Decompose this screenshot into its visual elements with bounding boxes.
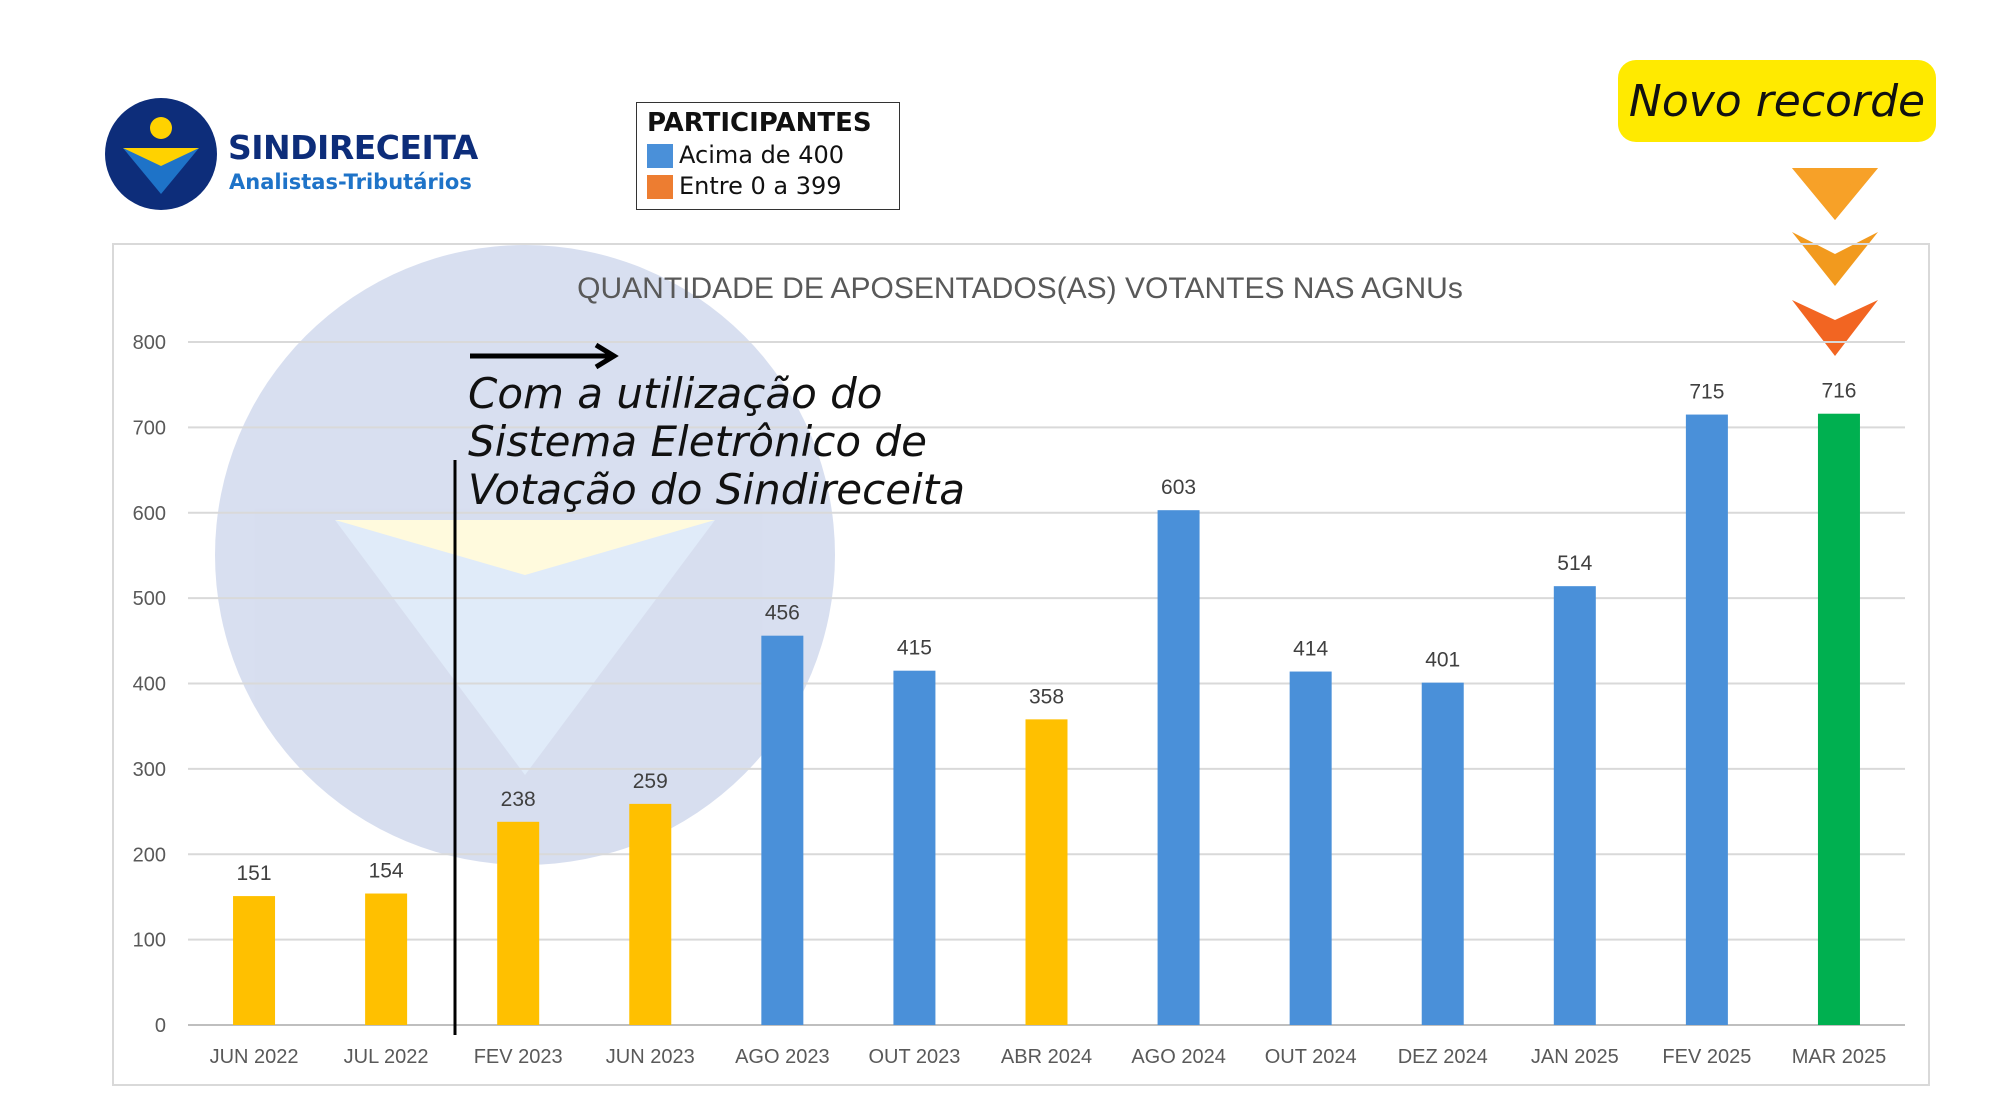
participants-legend: PARTICIPANTES Acima de 400 Entre 0 a 399: [636, 102, 900, 210]
bar-value-label: 238: [501, 788, 536, 811]
x-tick-label: DEZ 2024: [1398, 1046, 1488, 1068]
legend-label: Acima de 400: [679, 141, 845, 169]
annotation-arrow-head: [594, 342, 619, 370]
y-tick-label: 200: [133, 844, 166, 866]
bars: [233, 413, 1860, 1026]
bar: [629, 803, 672, 1025]
y-tick-label: 100: [133, 930, 166, 952]
x-tick-label: ABR 2024: [1001, 1046, 1092, 1068]
bar-value-label: 151: [237, 862, 272, 885]
x-tick-label: OUT 2023: [868, 1046, 960, 1068]
bar-value-label: 716: [1821, 380, 1856, 403]
annotation-line: Sistema Eletrônico de: [468, 417, 927, 466]
x-tick-label: MAR 2025: [1792, 1046, 1887, 1068]
bar-value-label: 259: [633, 770, 668, 793]
logo-emblem: [105, 98, 217, 210]
x-tick-label: JAN 2025: [1531, 1046, 1619, 1068]
x-tick-label: JUN 2023: [606, 1046, 695, 1068]
bar-value-label: 456: [765, 602, 800, 625]
x-tick-label: AGO 2024: [1131, 1046, 1226, 1068]
legend-item-0-to-399: Entre 0 a 399: [647, 171, 889, 202]
annotation-line: Com a utilização do: [468, 369, 883, 418]
chart-frame: [112, 243, 1930, 1086]
annotation-line: Votação do Sindireceita: [468, 465, 965, 514]
electronic-voting-annotation: Com a utilização do Sistema Eletrônico d…: [468, 370, 1028, 514]
y-tick-label: 700: [133, 417, 166, 439]
x-tick-label: JUN 2022: [210, 1046, 299, 1068]
bar: [1289, 671, 1332, 1025]
bar-value-label: 415: [897, 637, 932, 660]
bar: [365, 893, 408, 1025]
chevron-down-icon: [1792, 168, 1878, 356]
badge-text: Novo recorde: [1628, 75, 1926, 127]
bar-value-label: 358: [1029, 685, 1064, 708]
brand-subtitle: Analistas-Tributários: [229, 170, 472, 194]
x-tick-label: AGO 2023: [735, 1046, 830, 1068]
bar-value-labels: 151 154 238 259 456 415 358 603 414 401 514 715 716: [237, 380, 1857, 885]
legend-swatch-orange: [647, 174, 673, 199]
y-tick-label: 400: [133, 674, 166, 696]
bar: [761, 635, 804, 1025]
bar: [1421, 682, 1464, 1025]
bar-value-label: 603: [1161, 476, 1196, 499]
chart-title: QUANTIDADE DE APOSENTADOS(AS) VOTANTES N…: [577, 272, 1463, 305]
bar: [1685, 414, 1728, 1026]
x-tick-label: OUT 2024: [1265, 1046, 1357, 1068]
bar: [1553, 586, 1596, 1025]
bar-value-label: 401: [1425, 649, 1460, 672]
y-axis-ticks: 0 100 200 300 400 500 600 700 800: [133, 332, 166, 1037]
x-tick-label: JUL 2022: [344, 1046, 429, 1068]
y-tick-label: 300: [133, 759, 166, 781]
legend-item-above-400: Acima de 400: [647, 140, 889, 171]
new-record-badge: Novo recorde: [1618, 60, 1936, 142]
legend-title: PARTICIPANTES: [647, 108, 872, 138]
bar: [893, 670, 936, 1025]
y-tick-label: 500: [133, 588, 166, 610]
x-axis-ticks: JUN 2022 JUL 2022 FEV 2023 JUN 2023 AGO 2023…: [210, 1046, 1887, 1068]
x-tick-label: FEV 2023: [474, 1046, 563, 1068]
bar-value-label: 514: [1557, 552, 1592, 575]
x-tick-label: FEV 2025: [1662, 1046, 1751, 1068]
legend-label: Entre 0 a 399: [679, 172, 842, 200]
legend-swatch-blue: [647, 143, 673, 168]
bar: [1157, 510, 1200, 1026]
y-tick-label: 0: [155, 1015, 166, 1037]
y-tick-label: 600: [133, 503, 166, 525]
y-tick-label: 800: [133, 332, 166, 354]
bar-value-label: 715: [1689, 381, 1724, 404]
watermark: [215, 245, 835, 865]
sindireceita-logo: SINDIRECEITA Analistas-Tributários: [105, 98, 485, 213]
bar-value-label: 154: [369, 860, 404, 883]
bar: [233, 896, 276, 1025]
bar: [1817, 413, 1860, 1026]
brand-name: SINDIRECEITA: [228, 128, 478, 167]
bar: [497, 821, 540, 1025]
bar: [1025, 719, 1068, 1025]
bar-value-label: 414: [1293, 638, 1328, 661]
